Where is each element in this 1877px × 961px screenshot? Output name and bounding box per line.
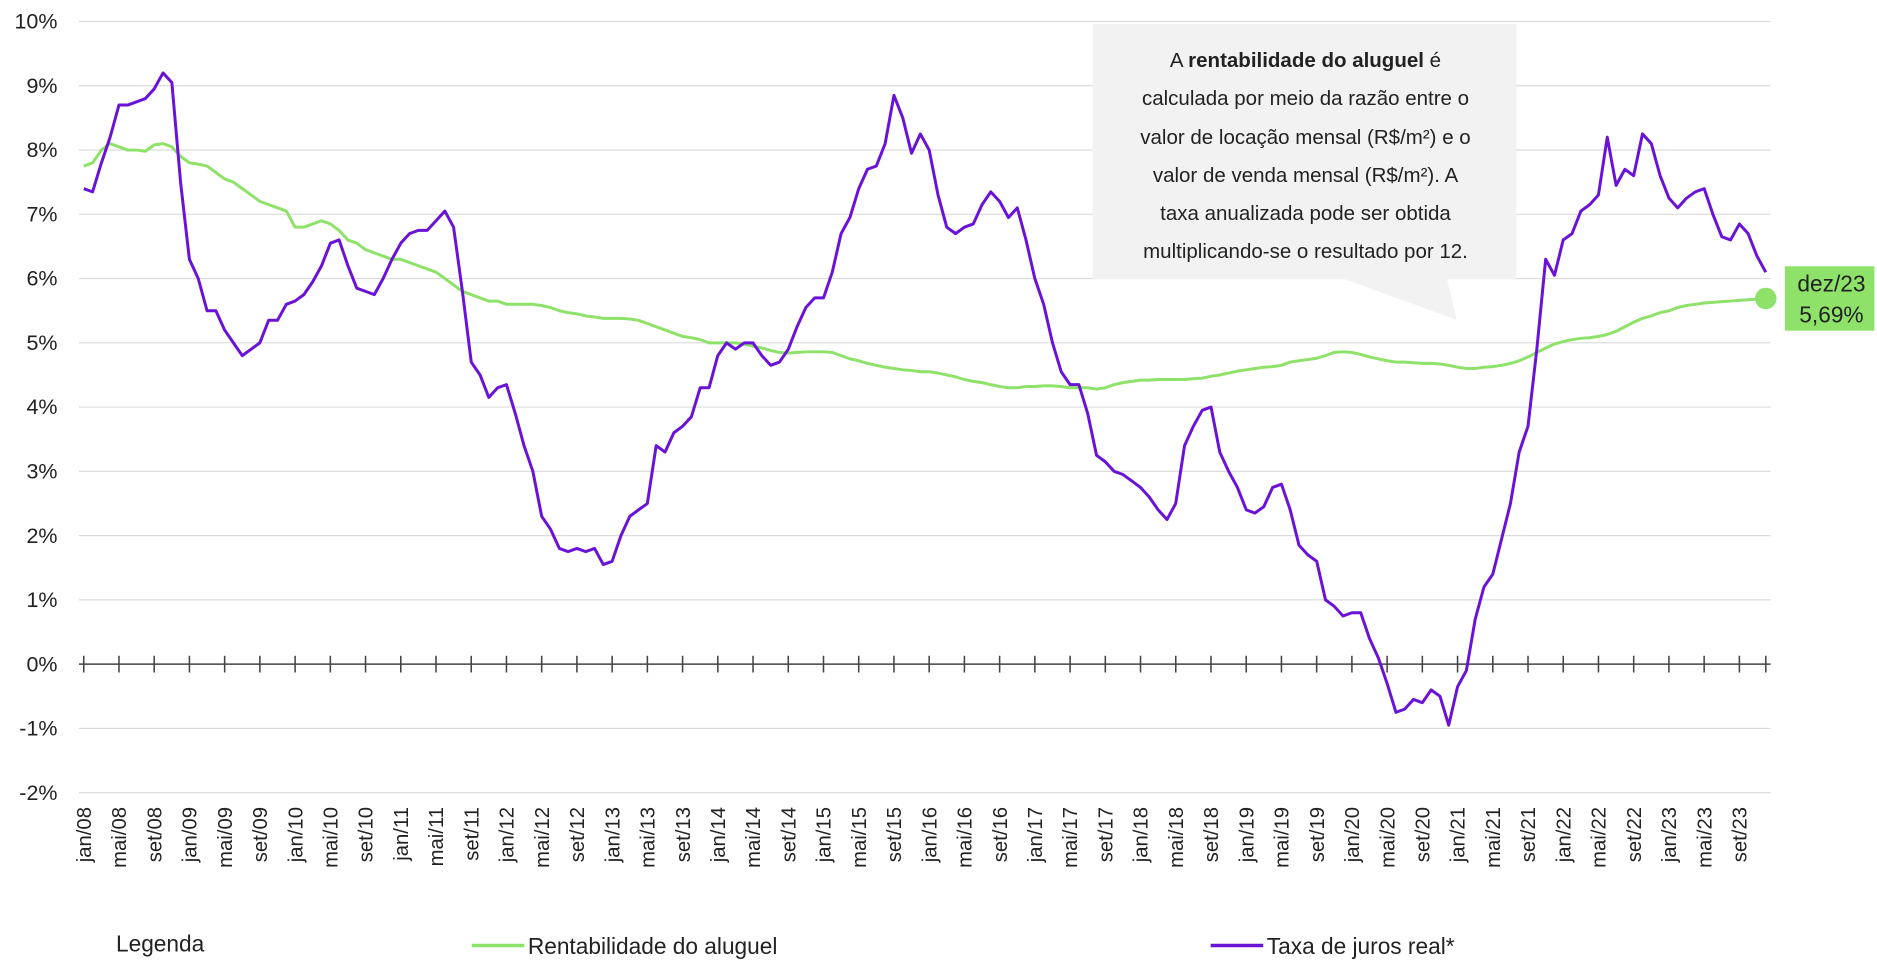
y-tick-label: 5%: [26, 331, 57, 355]
end-label-value: 5,69%: [1799, 301, 1863, 327]
x-tick-label: mai/14: [743, 807, 765, 868]
x-tick-label: jan/19: [1236, 807, 1258, 863]
y-tick-label: 2%: [26, 524, 57, 548]
x-tick-label: jan/16: [919, 807, 941, 863]
annotation-line: taxa anualizada pode ser obtida: [1160, 202, 1451, 226]
x-tick-label: jan/20: [1342, 807, 1364, 863]
x-tick-label: set/14: [778, 807, 800, 862]
annotation-line: calculada por meio da razão entre o: [1141, 87, 1470, 111]
y-tick-label: -2%: [19, 781, 57, 805]
y-tick-label: 8%: [26, 138, 57, 162]
x-tick-label: set/22: [1624, 807, 1646, 862]
x-tick-label: mai/20: [1377, 807, 1399, 868]
x-tick-label: mai/16: [955, 807, 977, 868]
x-tick-label: jan/08: [74, 807, 96, 863]
annotation-bold: rentabilidade do aluguel: [1188, 49, 1424, 72]
annotation-line: multiplicando-se o resultado por 12.: [1143, 240, 1468, 264]
x-tick-label: set/10: [356, 807, 378, 862]
x-tick-label: jan/18: [1131, 807, 1153, 863]
x-tick-label: set/08: [144, 807, 166, 862]
y-tick-label: 6%: [26, 267, 57, 291]
x-tick-label: jan/17: [1025, 807, 1047, 863]
legend-title: Legenda: [116, 930, 205, 956]
x-tick-label: set/23: [1730, 807, 1752, 862]
x-tick-label: set/16: [990, 807, 1012, 862]
x-tick-label: set/21: [1518, 807, 1540, 862]
y-tick-label: 1%: [26, 588, 57, 612]
x-tick-label: set/13: [673, 807, 695, 862]
x-tick-label: mai/18: [1166, 807, 1188, 868]
y-tick-label: -1%: [19, 717, 57, 741]
annotation-box: [1092, 23, 1517, 320]
annotation: A rentabilidade do aluguel é calculada p…: [1093, 24, 1518, 280]
x-tick-label: set/19: [1307, 807, 1329, 862]
end-label-text: dez/23: [1797, 270, 1865, 296]
legend-label: Taxa de juros real*: [1267, 933, 1455, 959]
x-tick-label: mai/15: [849, 807, 871, 868]
y-tick-label: 4%: [26, 395, 57, 419]
y-tick-label: 7%: [26, 202, 57, 226]
x-tick-label: jan/23: [1659, 807, 1681, 863]
x-tick-label: jan/14: [708, 807, 730, 863]
x-tick-label: jan/13: [602, 807, 624, 863]
grid: -2% -1% 0% 1% 2% 3% 4% 5% 6% 7% 8% 9% 10% jan/08 mai/0…: [14, 10, 1771, 868]
annotation-line: valor de locação mensal (R$/m²) e o: [1140, 125, 1471, 149]
x-tick-label: mai/17: [1060, 807, 1082, 868]
x-tick-label: set/11: [461, 807, 483, 861]
x-tick-label: set/12: [567, 807, 589, 862]
x-tick-label: jan/10: [285, 807, 307, 863]
y-tick-label: 10%: [14, 10, 57, 34]
lines: dez/23 5,69%: [83, 71, 1875, 727]
x-tick-label: mai/22: [1589, 807, 1611, 868]
annotation-line: A rentabilidade do aluguel é: [1099, 42, 1512, 80]
series-line: [83, 142, 1766, 391]
x-tick-label: mai/09: [215, 807, 237, 868]
x-tick-label: set/20: [1413, 807, 1435, 862]
x-tick-label: set/09: [250, 807, 272, 862]
annotation-line: valor de venda mensal (R$/m²). A: [1152, 163, 1459, 187]
y-tick-label: 9%: [26, 74, 57, 98]
x-tick-label: mai/10: [320, 807, 342, 868]
x-tick-label: jan/21: [1448, 807, 1470, 863]
x-tick-label: mai/12: [532, 807, 554, 868]
x-tick-label: mai/19: [1272, 807, 1294, 868]
x-tick-label: jan/11: [391, 807, 413, 862]
series-line: [83, 71, 1768, 727]
x-tick-label: jan/15: [814, 807, 836, 863]
annotation-text: A: [1169, 49, 1183, 72]
x-tick-label: set/17: [1095, 807, 1117, 862]
x-tick-label: mai/13: [638, 807, 660, 868]
x-tick-label: set/15: [884, 807, 906, 862]
x-tick-label: mai/08: [109, 807, 131, 868]
x-tick-label: mai/21: [1483, 807, 1505, 868]
y-tick-label: 0%: [26, 652, 57, 676]
x-tick-label: mai/23: [1694, 807, 1716, 868]
x-tick-label: jan/22: [1553, 807, 1575, 863]
legend-label: Rentabilidade do aluguel: [528, 933, 778, 959]
y-tick-label: 3%: [26, 460, 57, 484]
x-tick-label: set/18: [1201, 807, 1223, 862]
x-tick-label: jan/12: [497, 807, 519, 863]
end-point: [1755, 287, 1777, 310]
x-tick-label: jan/09: [180, 807, 202, 863]
annotation-text: é: [1429, 49, 1442, 72]
end-label-box: [1784, 266, 1875, 331]
x-tick-label: mai/11: [426, 807, 448, 866]
